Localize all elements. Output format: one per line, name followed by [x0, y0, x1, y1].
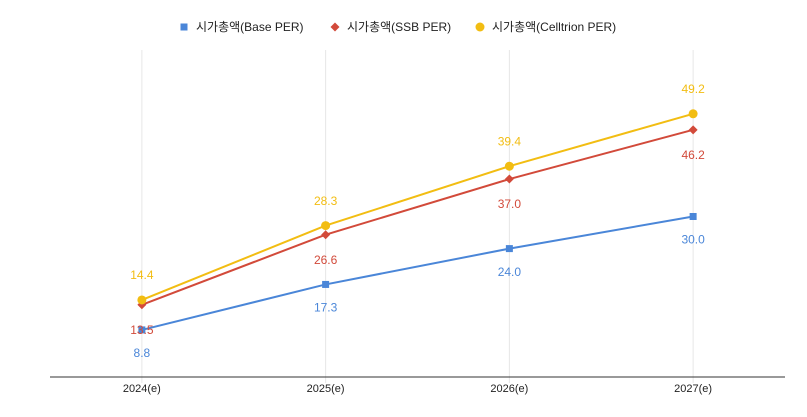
x-tick-label: 2025(e): [307, 383, 345, 395]
series-line: [141, 112, 694, 301]
circle-marker: [504, 161, 514, 171]
data-label: 30.0: [681, 233, 705, 247]
x-tick-label: 2027(e): [674, 383, 712, 395]
data-label: 39.4: [498, 134, 522, 148]
circle-marker: [137, 295, 147, 305]
series-line: [141, 215, 694, 331]
data-label: 13.5: [130, 323, 154, 337]
diamond-marker: [330, 22, 340, 32]
data-label: 49.2: [681, 82, 705, 96]
square-marker: [180, 23, 188, 31]
data-label: 28.3: [314, 194, 338, 208]
data-label: 8.8: [134, 346, 151, 360]
square-marker: [322, 280, 330, 288]
data-label: 46.2: [681, 148, 705, 162]
data-label: 24.0: [498, 265, 522, 279]
data-label: 26.6: [314, 253, 338, 267]
data-label: 17.3: [314, 301, 338, 315]
square-marker: [505, 245, 513, 253]
square-marker: [689, 213, 697, 220]
square-marker: [138, 326, 146, 334]
series-line: [141, 128, 694, 306]
circle-marker: [321, 221, 331, 231]
diamond-marker: [321, 230, 331, 240]
legend-label: 시가총액(Celltrion PER): [492, 20, 616, 34]
legend-label: 시가총액(SSB PER): [347, 20, 451, 34]
circle-marker: [688, 109, 698, 119]
data-label: 14.4: [130, 268, 154, 282]
diamond-marker: [688, 125, 698, 135]
diamond-marker: [504, 174, 514, 184]
legend-label: 시가총액(Base PER): [196, 20, 304, 34]
circle-marker: [475, 22, 485, 32]
data-label: 37.0: [498, 197, 522, 211]
x-tick-label: 2026(e): [490, 383, 528, 395]
x-tick-label: 2024(e): [123, 383, 161, 395]
